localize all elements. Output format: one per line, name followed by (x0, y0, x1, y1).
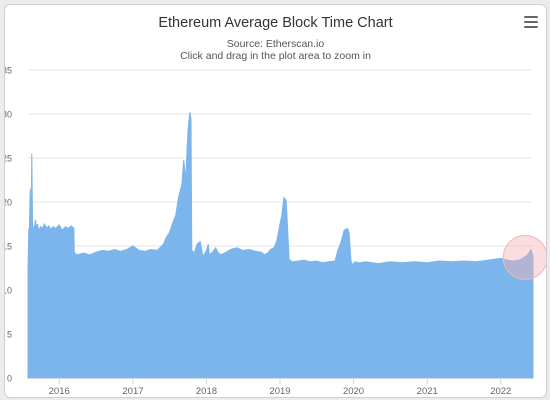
menu-bar (524, 25, 538, 29)
menu-bar (524, 16, 538, 19)
x-tick-label: 2022 (490, 386, 511, 397)
chart-title: Ethereum Average Block Time Chart (158, 15, 393, 31)
x-tick-label: 2019 (269, 386, 290, 397)
block-time-area-chart[interactable]: 0 5 10 15 20 25 30 35 2016 2017 2018 2019 2020 2021 20… (5, 5, 546, 397)
y-tick-label: 0 (7, 374, 12, 384)
area-series[interactable] (27, 112, 534, 379)
x-tick-label: 2020 (343, 386, 364, 397)
y-tick-label: 5 (7, 330, 12, 340)
chart-source: Source: Etherscan.io (226, 38, 325, 50)
chart-subtitle: Source: Etherscan.io Click and drag in t… (5, 38, 546, 62)
y-tick-label: 10 (5, 286, 12, 296)
y-tick-label: 25 (5, 154, 12, 164)
y-tick-label: 15 (5, 242, 12, 252)
chart-card: Ethereum Average Block Time Chart Source… (4, 4, 547, 398)
x-tick-label: 2021 (417, 386, 438, 397)
y-tick-label: 30 (5, 110, 12, 120)
y-tick-label: 20 (5, 198, 12, 208)
chart-zoom-hint: Click and drag in the plot area to zoom … (180, 50, 371, 62)
y-tick-label: 35 (5, 66, 12, 76)
x-tick-label: 2018 (196, 386, 217, 397)
x-tick-label: 2017 (122, 386, 143, 397)
x-tick-label: 2016 (49, 386, 70, 397)
menu-bar (524, 20, 538, 24)
hover-highlight-circle (502, 235, 546, 281)
hamburger-menu-icon[interactable] (524, 16, 538, 29)
